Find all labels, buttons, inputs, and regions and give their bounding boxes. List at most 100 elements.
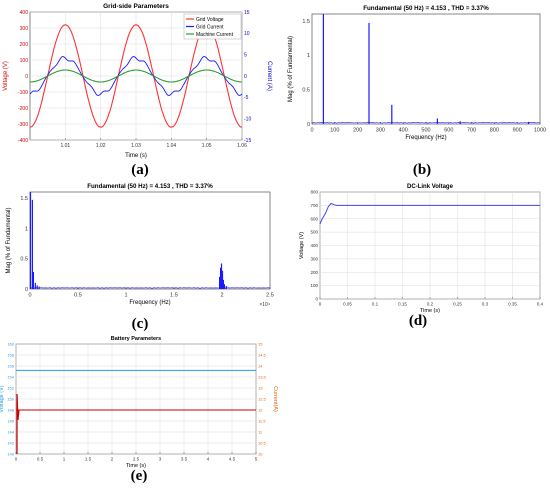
spectrum-bar [219, 276, 221, 289]
x-exponent-label: ×10⁴ [259, 302, 270, 308]
y-right-axis-label: Current (A) [266, 61, 272, 91]
y-tick-label: 1.5 [302, 19, 310, 25]
panel-grid-side-parameters: Grid-side Parameters 1.01 1.02 1.03 1.04 1.05… [0, 0, 280, 180]
series-line-grid-current [29, 56, 243, 96]
x-tick-label: 800 [490, 128, 499, 134]
y-tick-label: 148 [7, 407, 14, 412]
y-right-tick-label: 14.5 [258, 352, 267, 357]
x-tick-label: 1.5 [170, 293, 178, 299]
x-tick-label: 1 [63, 457, 66, 462]
y-right-tick-label: 12 [258, 407, 263, 412]
y-tick-label: 1 [25, 226, 28, 232]
y-axis-label: Voltage (V) [299, 232, 305, 259]
y-right-tick-label: 13 [258, 385, 263, 390]
y-tick-label: 600 [310, 216, 318, 221]
y-tick-label: 154 [7, 374, 14, 379]
x-tick-label: 0 [15, 457, 18, 462]
y-tick-label: 300 [310, 256, 318, 261]
x-tick-label: 500 [421, 128, 430, 134]
y-right-tick-label: 13.5 [258, 374, 267, 379]
x-tick-label: 100 [330, 128, 339, 134]
y-tick-label: 158 [7, 352, 14, 357]
y-tick-label: 100 [310, 283, 318, 288]
x-tick-label: 2.5 [133, 457, 140, 462]
caption-b: (b) [412, 162, 432, 178]
chart-title: Grid-side Parameters [103, 3, 169, 10]
chart-title: Fundamental (50 Hz) = 4.153 , THD = 3.37… [87, 183, 213, 190]
series-line-machine-current [30, 69, 242, 83]
legend-label: Grid Current [196, 25, 224, 31]
spectrum-bar [436, 118, 438, 124]
x-axis-label: Time (s) [420, 308, 440, 314]
chart-title: Battery Parameters [111, 336, 161, 342]
y-right-tick-label: 0 [244, 74, 247, 80]
x-tick-label: 3 [159, 457, 162, 462]
spectrum-bar [36, 285, 38, 289]
x-tick-label: 2 [111, 457, 114, 462]
caption-c: (c) [131, 316, 149, 332]
y-tick-label: 400 [310, 243, 318, 248]
y-right-tick-label: 5 [244, 52, 247, 58]
y-tick-label: 200 [310, 270, 318, 275]
y-tick-label: 800 [310, 190, 318, 195]
y-tick-label: 0 [25, 74, 28, 80]
x-tick-label: 4.5 [229, 457, 236, 462]
y-tick-label: 0 [315, 297, 318, 302]
spectrum-bar [528, 121, 530, 124]
y-tick-label: 1.5 [20, 196, 28, 202]
x-axis-label: Frequency (Hz) [129, 300, 170, 306]
x-tick-label: 700 [467, 128, 476, 134]
x-axis-label: Time (s) [125, 153, 147, 159]
y-tick-label: 0 [307, 122, 310, 128]
y-tick-label: 144 [7, 429, 14, 434]
y-tick-label: 146 [7, 418, 14, 423]
y-right-axis-label: Current(A) [272, 386, 278, 412]
y-right-tick-label: 10 [244, 31, 250, 37]
spectrum-bar [222, 279, 224, 289]
spectrum-bar [391, 104, 393, 125]
x-tick-label: 1.5 [85, 457, 92, 462]
x-tick-label: 1000 [534, 128, 546, 134]
spectrum-bar [31, 199, 33, 289]
y-tick-label: 100 [20, 58, 29, 64]
y-right-tick-label: 15 [244, 10, 250, 16]
y-right-tick-label: 11.5 [258, 418, 266, 423]
y-tick-label: 142 [7, 440, 14, 445]
y-right-tick-label: 14 [258, 363, 263, 368]
y-tick-label: -100 [18, 90, 28, 96]
panel-battery: Battery Parameters 0 0.5 1 1.5 2 2.5 3 3.5 4 4.5 5 1… [0, 332, 280, 494]
x-tick-label: 0.15 [398, 302, 407, 307]
y-tick-label: -200 [18, 106, 28, 112]
panel-fft-b: Fundamental (50 Hz) = 4.153 , THD = 3.37… [280, 0, 550, 180]
x-tick-label: 0 [28, 293, 31, 299]
y-tick-label: 200 [20, 42, 29, 48]
x-tick-label: 2.5 [266, 293, 274, 299]
x-tick-label: 0.5 [74, 293, 82, 299]
spectrum-bar [368, 22, 370, 124]
x-tick-label: 0.3 [482, 302, 489, 307]
y-tick-label: 700 [310, 203, 318, 208]
y-right-tick-label: 12.5 [258, 396, 267, 401]
y-tick-label: 0 [25, 287, 28, 293]
x-tick-label: 2 [220, 293, 223, 299]
panel-dc-link: DC-Link Voltage 0 0.05 0.1 0.15 0.2 0.25 0.3 0.3… [290, 180, 550, 332]
dc-link-voltage-line [319, 202, 540, 225]
x-tick-label: 5 [255, 457, 258, 462]
spectrum-bar [322, 14, 324, 124]
y-tick-label: -400 [18, 138, 28, 144]
legend-label: Machine Current [196, 32, 234, 38]
x-tick-label: 400 [399, 128, 408, 134]
plot-area [29, 191, 271, 290]
y-right-tick-label: -5 [244, 95, 249, 101]
spectrum-bar [32, 272, 34, 289]
x-tick-label: 200 [353, 128, 362, 134]
y-right-tick-label: 15 [258, 341, 263, 346]
x-tick-label: 1.01 [60, 143, 70, 149]
chart-title: Fundamental (50 Hz) = 4.153 , THD = 3.37… [363, 5, 489, 12]
y-tick-label: 152 [7, 385, 14, 390]
y-tick-label: 156 [7, 363, 14, 368]
y-right-tick-label: 10.5 [258, 440, 267, 445]
x-tick-label: 4 [207, 457, 210, 462]
fft-chart-b: Fundamental (50 Hz) = 4.153 , THD = 3.37… [288, 5, 546, 141]
